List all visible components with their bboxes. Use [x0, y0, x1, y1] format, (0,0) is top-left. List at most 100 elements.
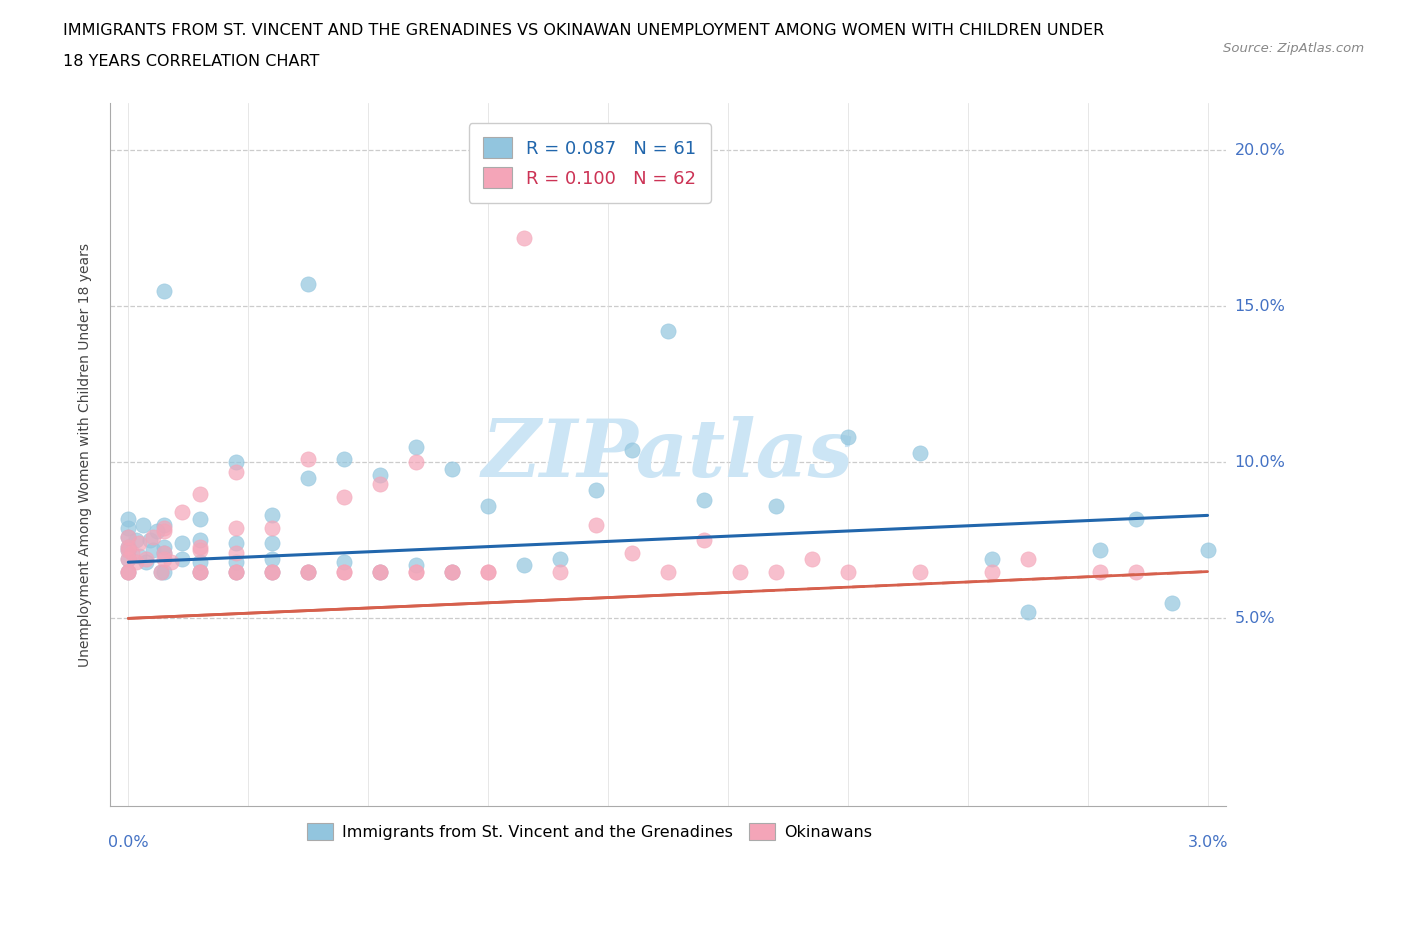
Point	[117, 565, 139, 579]
Point	[297, 565, 319, 579]
Point	[262, 508, 284, 523]
Point	[146, 524, 169, 538]
Point	[297, 565, 319, 579]
Point	[693, 492, 716, 507]
Point	[188, 512, 211, 526]
Point	[135, 555, 157, 570]
Point	[188, 533, 211, 548]
Point	[1125, 512, 1147, 526]
Point	[117, 542, 139, 557]
Point	[142, 530, 165, 545]
Point	[837, 565, 859, 579]
Point	[172, 536, 194, 551]
Point	[908, 445, 931, 460]
Point	[657, 565, 679, 579]
Point	[225, 565, 247, 579]
Point	[117, 551, 139, 566]
Point	[225, 455, 247, 470]
Point	[153, 539, 176, 554]
Point	[513, 558, 536, 573]
Point	[262, 565, 284, 579]
Point	[585, 517, 607, 532]
Point	[142, 542, 165, 557]
Point	[1017, 551, 1039, 566]
Point	[128, 549, 150, 564]
Point	[368, 468, 391, 483]
Point	[225, 565, 247, 579]
Point	[368, 565, 391, 579]
Point	[153, 551, 176, 566]
Point	[188, 565, 211, 579]
Text: 15.0%: 15.0%	[1234, 299, 1285, 313]
Point	[188, 555, 211, 570]
Text: Source: ZipAtlas.com: Source: ZipAtlas.com	[1223, 42, 1364, 55]
Point	[117, 530, 139, 545]
Point	[262, 521, 284, 536]
Point	[128, 536, 150, 551]
Point	[117, 539, 139, 554]
Point	[405, 439, 427, 454]
Point	[153, 284, 176, 299]
Point	[225, 464, 247, 479]
Point	[188, 565, 211, 579]
Point	[620, 545, 643, 560]
Point	[153, 524, 176, 538]
Point	[477, 565, 499, 579]
Point	[297, 277, 319, 292]
Point	[188, 486, 211, 501]
Point	[124, 555, 146, 570]
Point	[149, 565, 172, 579]
Point	[117, 565, 139, 579]
Point	[117, 521, 139, 536]
Point	[153, 521, 176, 536]
Text: 20.0%: 20.0%	[1234, 142, 1285, 158]
Text: 0.0%: 0.0%	[108, 835, 149, 850]
Point	[149, 565, 172, 579]
Text: 10.0%: 10.0%	[1234, 455, 1285, 470]
Point	[153, 517, 176, 532]
Point	[117, 530, 139, 545]
Point	[117, 551, 139, 566]
Point	[139, 533, 162, 548]
Point	[297, 565, 319, 579]
Point	[477, 498, 499, 513]
Point	[980, 565, 1002, 579]
Legend: R = 0.087   N = 61, R = 0.100   N = 62: R = 0.087 N = 61, R = 0.100 N = 62	[468, 123, 711, 203]
Point	[405, 558, 427, 573]
Point	[188, 542, 211, 557]
Point	[117, 512, 139, 526]
Point	[548, 565, 571, 579]
Point	[1125, 565, 1147, 579]
Point	[153, 565, 176, 579]
Point	[188, 565, 211, 579]
Point	[585, 483, 607, 498]
Point	[441, 565, 464, 579]
Point	[117, 542, 139, 557]
Point	[1017, 604, 1039, 619]
Point	[1160, 595, 1182, 610]
Point	[135, 551, 157, 566]
Point	[405, 565, 427, 579]
Text: 5.0%: 5.0%	[1234, 611, 1275, 626]
Point	[368, 565, 391, 579]
Point	[980, 551, 1002, 566]
Point	[765, 565, 787, 579]
Point	[225, 521, 247, 536]
Point	[153, 545, 176, 560]
Point	[837, 430, 859, 445]
Point	[225, 555, 247, 570]
Point	[333, 555, 356, 570]
Point	[405, 565, 427, 579]
Point	[172, 551, 194, 566]
Point	[333, 565, 356, 579]
Point	[225, 545, 247, 560]
Point	[225, 565, 247, 579]
Y-axis label: Unemployment Among Women with Children Under 18 years: Unemployment Among Women with Children U…	[79, 243, 93, 667]
Point	[153, 545, 176, 560]
Point	[297, 452, 319, 467]
Point	[728, 565, 751, 579]
Point	[131, 517, 153, 532]
Point	[1197, 542, 1219, 557]
Point	[441, 565, 464, 579]
Point	[121, 545, 143, 560]
